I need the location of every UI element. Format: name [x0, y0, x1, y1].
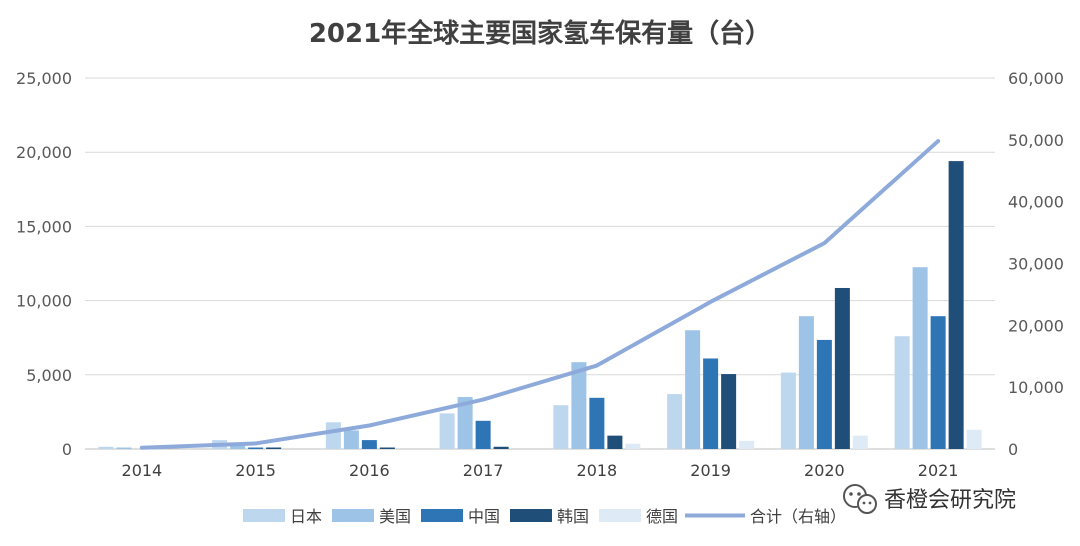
bar — [966, 429, 982, 449]
right-axis-tick-label: 0 — [1008, 440, 1018, 459]
bar — [685, 330, 701, 449]
series-line — [139, 139, 941, 450]
right-axis-ticks: 0 10,000 20,000 30,000 40,000 50,000 60,000 — [1008, 69, 1064, 459]
legend-label: 韩国 — [557, 507, 589, 526]
right-axis-tick-label: 20,000 — [1008, 316, 1064, 335]
left-axis-tick-label: 5,000 — [26, 366, 72, 385]
bar — [98, 446, 114, 449]
total-line-series — [139, 139, 941, 450]
gridlines — [85, 77, 995, 450]
x-axis-tick-label: 2021 — [918, 461, 959, 480]
bar — [343, 430, 359, 449]
x-axis-tick-label: 2015 — [235, 461, 276, 480]
bar — [912, 267, 928, 449]
x-axis-tick-label: 2019 — [690, 461, 731, 480]
bar — [834, 287, 850, 449]
bar — [266, 447, 282, 449]
bar — [816, 339, 832, 449]
bar — [571, 362, 587, 449]
bar — [439, 413, 455, 449]
left-axis-ticks: 0 5,000 10,000 15,000 20,000 25,000 — [16, 69, 72, 459]
bar — [625, 443, 641, 449]
x-axis-tick-label: 2020 — [804, 461, 845, 480]
bar — [667, 394, 683, 449]
bar — [894, 336, 910, 449]
bar — [607, 435, 623, 449]
bar — [930, 316, 946, 449]
x-axis-ticks: 2014 2015 2016 2017 2018 2019 2020 2021 — [122, 461, 959, 480]
bar — [739, 440, 755, 449]
bar — [457, 397, 473, 449]
bar — [230, 444, 246, 449]
legend-swatch — [243, 509, 285, 522]
bar — [248, 447, 264, 449]
legend-swatch — [510, 509, 552, 522]
bar — [852, 435, 868, 449]
chart-title: 2021年全球主要国家氢车保有量（台） — [309, 18, 771, 49]
bar — [493, 446, 509, 449]
wechat-icon — [843, 484, 877, 514]
bar — [589, 397, 605, 449]
legend-label: 美国 — [379, 507, 411, 526]
left-axis-tick-label: 25,000 — [16, 69, 72, 88]
right-axis-tick-label: 60,000 — [1008, 69, 1064, 88]
right-axis-tick-label: 50,000 — [1008, 131, 1064, 150]
left-axis-tick-label: 20,000 — [16, 143, 72, 162]
bar — [475, 420, 491, 449]
bar — [361, 440, 377, 449]
bar — [553, 405, 569, 449]
legend-swatch — [421, 509, 463, 522]
bar — [325, 422, 341, 449]
right-axis-tick-label: 10,000 — [1008, 378, 1064, 397]
x-axis-tick-label: 2016 — [349, 461, 390, 480]
right-axis-tick-label: 40,000 — [1008, 193, 1064, 212]
x-axis-tick-label: 2014 — [122, 461, 163, 480]
legend-swatch — [599, 509, 641, 522]
bar — [379, 447, 395, 449]
bar — [721, 374, 737, 449]
right-axis-tick-label: 30,000 — [1008, 255, 1064, 274]
bar — [948, 161, 964, 449]
x-axis-tick-label: 2017 — [463, 461, 504, 480]
left-axis-tick-label: 0 — [62, 440, 72, 459]
bar — [703, 358, 719, 449]
watermark: 香橙会研究院 — [843, 484, 1016, 514]
legend-label: 合计（右轴） — [750, 507, 846, 526]
legend: 日本 美国 中国 韩国 德国 合计（右轴） — [243, 507, 846, 526]
legend-swatch — [332, 509, 374, 522]
bar — [780, 372, 796, 449]
bar — [116, 447, 132, 449]
legend-label: 日本 — [290, 507, 322, 526]
legend-label: 德国 — [646, 507, 678, 526]
watermark-text: 香橙会研究院 — [884, 488, 1016, 513]
x-axis-tick-label: 2018 — [577, 461, 618, 480]
left-axis-tick-label: 15,000 — [16, 217, 72, 236]
legend-label: 中国 — [468, 507, 500, 526]
bar-series — [98, 161, 982, 449]
left-axis-tick-label: 10,000 — [16, 292, 72, 311]
bar — [798, 316, 814, 449]
